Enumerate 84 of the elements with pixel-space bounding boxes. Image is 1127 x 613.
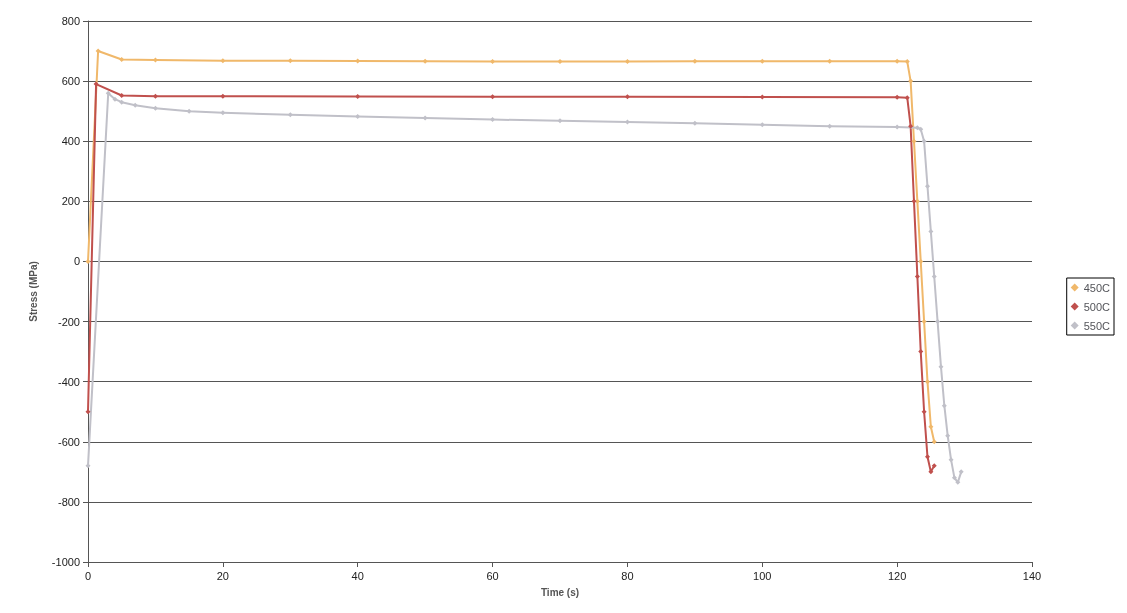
y-tick-label: -800 bbox=[57, 495, 80, 508]
point bbox=[938, 364, 944, 370]
point bbox=[220, 110, 226, 116]
point bbox=[105, 90, 111, 96]
x-tick-label: 140 bbox=[1022, 569, 1042, 582]
legend-label: 450C bbox=[1083, 281, 1111, 294]
point bbox=[759, 122, 765, 128]
point bbox=[422, 58, 428, 64]
point bbox=[95, 48, 101, 54]
y-tick-label: 600 bbox=[61, 75, 80, 88]
x-tick-label: 80 bbox=[621, 569, 634, 582]
point bbox=[759, 58, 765, 64]
point bbox=[557, 118, 563, 124]
point bbox=[921, 138, 927, 144]
point bbox=[914, 273, 920, 279]
point bbox=[928, 424, 934, 430]
point bbox=[112, 96, 118, 102]
point bbox=[132, 102, 138, 108]
x-axis-title: Time (s) bbox=[540, 586, 580, 598]
point bbox=[924, 454, 930, 460]
point bbox=[924, 379, 930, 385]
point bbox=[928, 469, 934, 475]
point bbox=[941, 403, 947, 409]
point bbox=[918, 258, 924, 264]
point bbox=[908, 123, 914, 129]
point bbox=[948, 457, 954, 463]
point bbox=[287, 112, 293, 118]
legend-label: 500C bbox=[1083, 300, 1111, 313]
point bbox=[119, 56, 125, 62]
point bbox=[557, 59, 563, 65]
point bbox=[119, 99, 125, 105]
point bbox=[93, 81, 99, 87]
y-tick-label: -1000 bbox=[51, 556, 80, 568]
y-tick-label: 200 bbox=[61, 195, 80, 208]
point bbox=[490, 94, 496, 100]
point bbox=[692, 58, 698, 64]
y-tick-label: -400 bbox=[57, 375, 80, 388]
point bbox=[220, 93, 226, 99]
point bbox=[958, 469, 964, 475]
point bbox=[951, 475, 957, 481]
point bbox=[85, 409, 91, 415]
point bbox=[921, 319, 927, 325]
point bbox=[119, 93, 125, 99]
point bbox=[355, 114, 361, 120]
point bbox=[220, 58, 226, 64]
point bbox=[918, 349, 924, 355]
x-tick-label: 100 bbox=[753, 569, 772, 582]
point bbox=[945, 433, 951, 439]
point bbox=[186, 108, 192, 114]
point bbox=[827, 123, 833, 129]
point bbox=[624, 94, 630, 100]
point bbox=[692, 120, 698, 126]
point bbox=[827, 58, 833, 64]
point bbox=[894, 58, 900, 64]
x-tick-label: 20 bbox=[216, 569, 229, 582]
point bbox=[931, 439, 937, 445]
x-tick-label: 0 bbox=[84, 569, 92, 582]
point bbox=[152, 93, 158, 99]
y-tick-label: 0 bbox=[73, 255, 80, 268]
x-tick-label: 40 bbox=[351, 569, 364, 582]
point bbox=[931, 463, 937, 469]
y-axis-title: Stress (MPa) bbox=[27, 261, 39, 322]
point bbox=[287, 58, 293, 64]
x-tick-label: 60 bbox=[486, 569, 499, 582]
point bbox=[904, 59, 910, 65]
point bbox=[624, 59, 630, 65]
point bbox=[911, 138, 917, 144]
x-tick-label: 120 bbox=[887, 569, 907, 582]
point bbox=[355, 93, 361, 99]
point bbox=[918, 126, 924, 132]
legend-label: 550C bbox=[1083, 319, 1111, 332]
point bbox=[490, 59, 496, 65]
y-tick-label: 800 bbox=[61, 15, 80, 27]
point bbox=[928, 228, 934, 234]
y-tick-label: -600 bbox=[57, 435, 80, 448]
point bbox=[924, 183, 930, 189]
point bbox=[921, 409, 927, 415]
point bbox=[894, 94, 900, 100]
point bbox=[85, 463, 91, 469]
y-tick-label: -200 bbox=[57, 315, 80, 328]
y-tick-label: 400 bbox=[61, 135, 80, 148]
point bbox=[914, 125, 920, 131]
point bbox=[908, 78, 914, 84]
point bbox=[904, 95, 910, 101]
